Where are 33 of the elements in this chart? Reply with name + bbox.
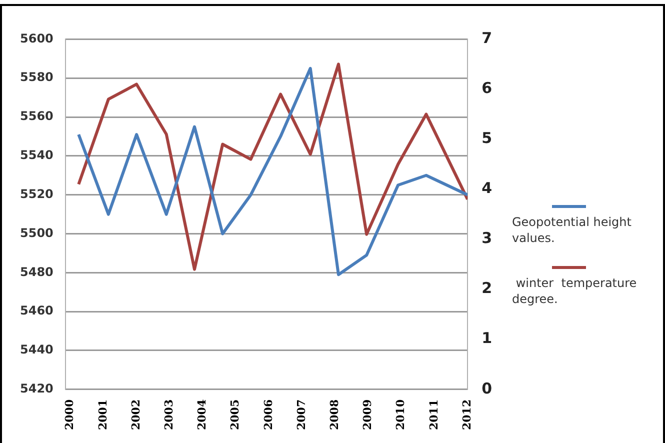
y2-tick-label: 2 [482,279,492,298]
y-tick-label: 5560 [20,109,54,124]
x-tick-label: 2007 [294,399,308,430]
y2-tick-label: 3 [482,229,492,248]
x-tick-label: 2001 [96,399,110,430]
x-tick-label: 2005 [228,399,242,430]
y2-tick-label: 5 [482,129,492,148]
y2-tick-label: 1 [482,329,492,348]
y2-tick-label: 7 [482,29,492,48]
x-tick-label: 2011 [427,399,440,430]
x-tick-label: 2000 [63,399,76,430]
y-tick-label: 5600 [20,31,54,46]
y-tick-label: 5540 [20,148,54,162]
x-tick-label: 2002 [129,399,142,430]
y-tick-label: 5520 [20,186,54,201]
y-tick-label: 5480 [20,264,54,279]
y-tick-label: 5460 [20,304,54,318]
legend-label: Geopotential height values. [512,214,632,246]
x-tick-label: 2012 [460,399,474,430]
y2-tick-label: 4 [482,179,492,198]
y-tick-label: 5580 [20,70,54,84]
y2-tick-label: 6 [482,79,492,98]
x-tick-label: 2004 [196,399,209,430]
x-tick-label: 2010 [394,399,408,430]
y-tick-label: 5420 [20,382,54,396]
y2-tick-label: 0 [482,379,492,398]
x-tick-label: 2009 [361,399,374,430]
legend-label: winter temperature degree. [512,275,638,307]
x-tick-label: 2008 [328,399,342,430]
x-tick-label: 2006 [262,399,275,430]
y-tick-label: 5500 [20,226,54,240]
y-tick-label: 5440 [20,342,54,357]
x-tick-label: 2003 [162,399,176,430]
